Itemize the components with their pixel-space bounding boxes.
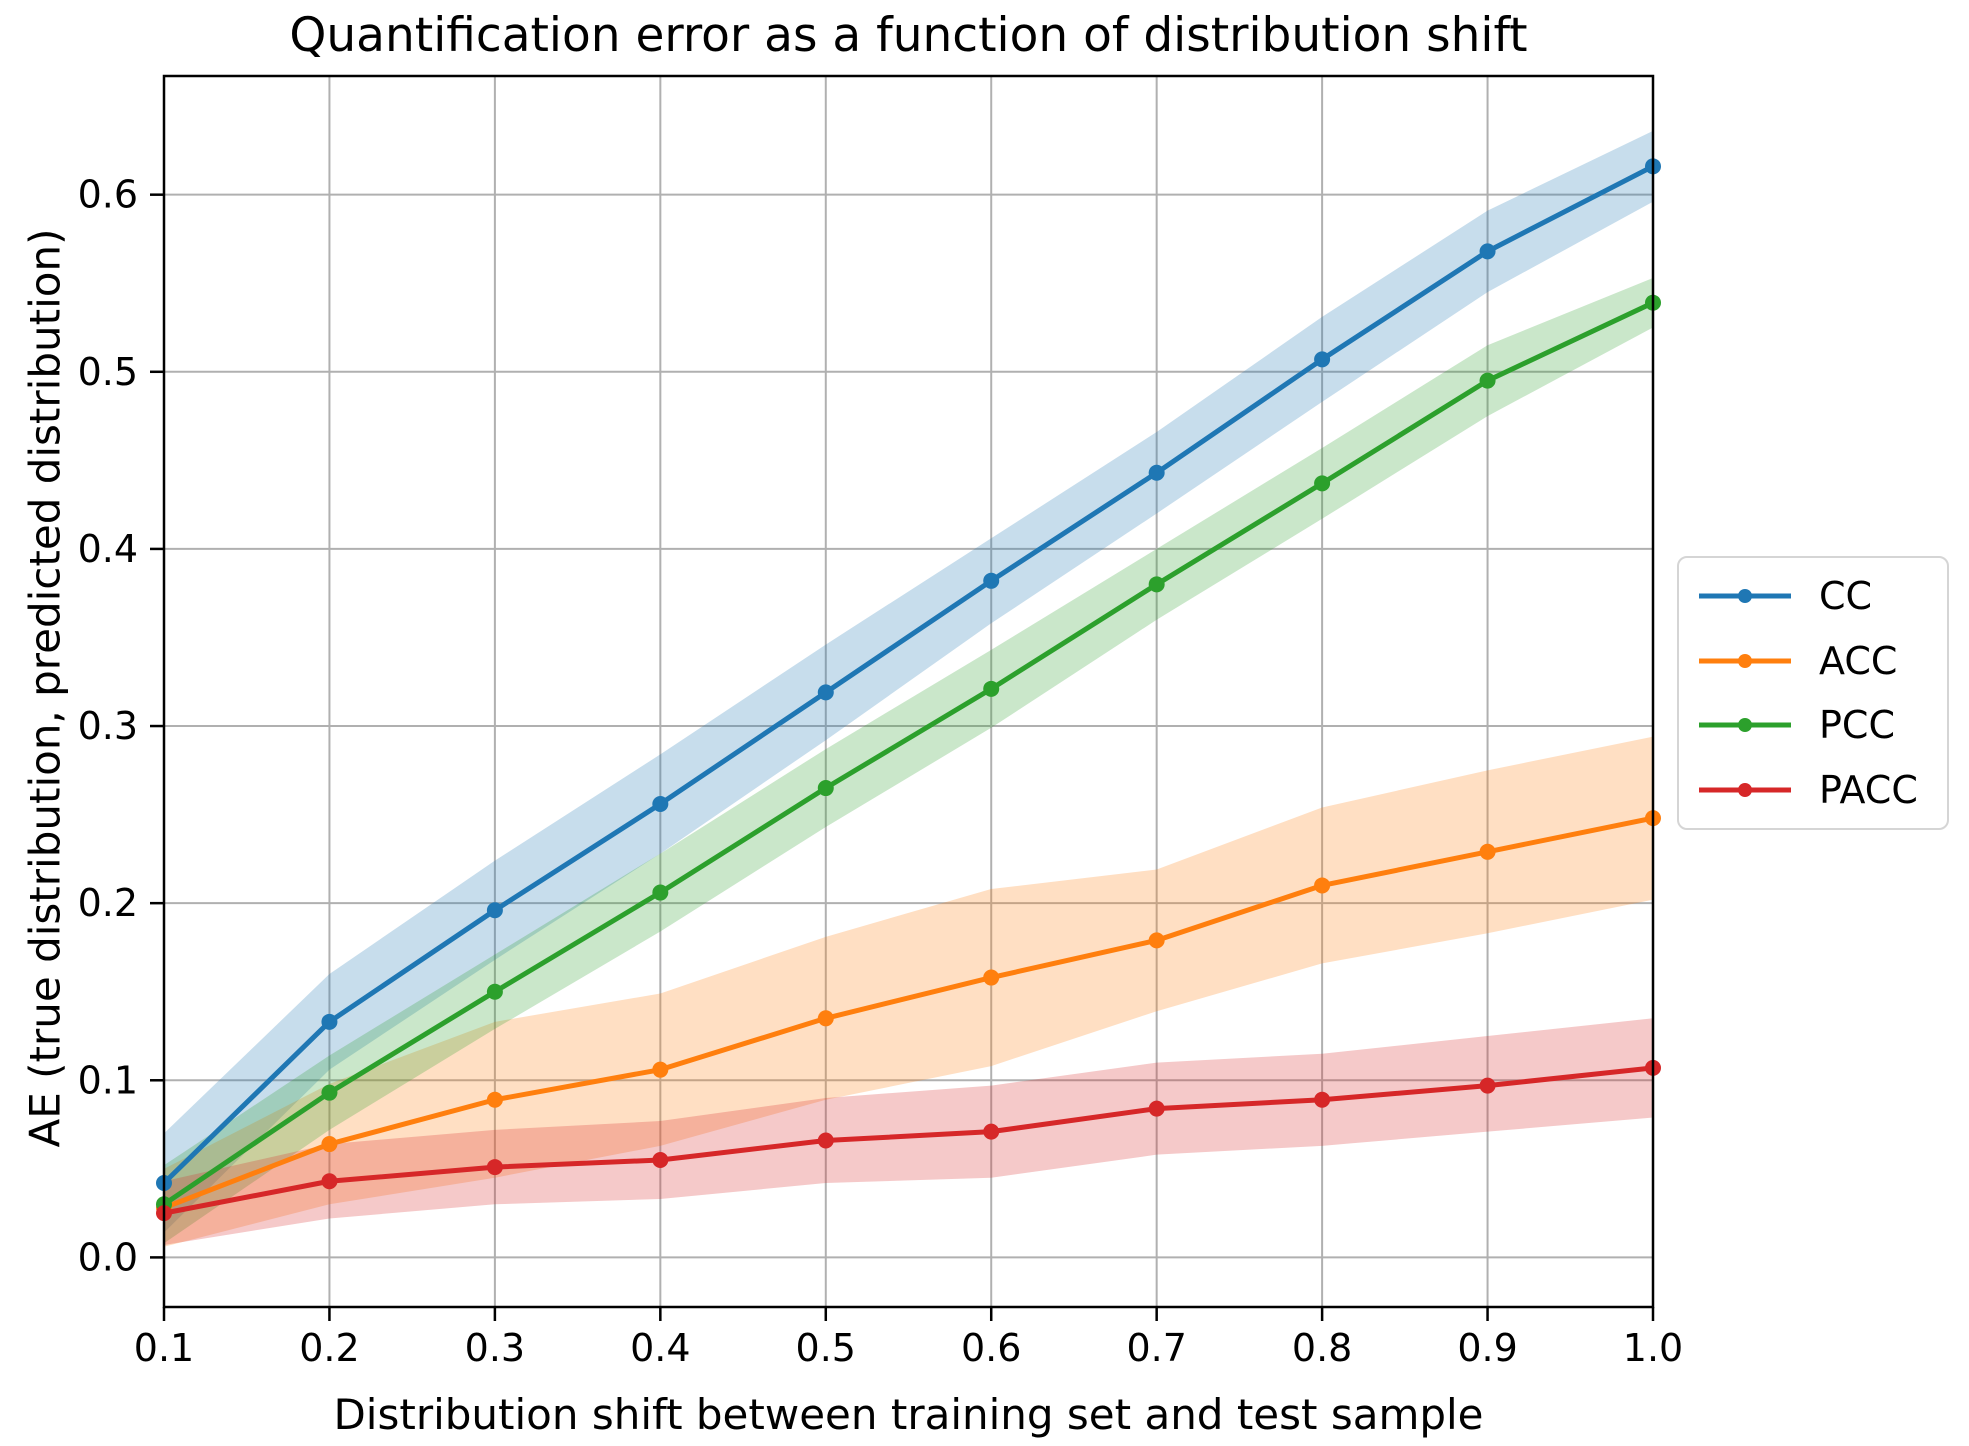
y-tick-label: 0.5 (78, 350, 138, 394)
series-marker-PACC (321, 1173, 338, 1190)
y-tick-label: 0.2 (78, 881, 138, 925)
legend-line-swatch (1699, 783, 1791, 798)
series-marker-PACC (486, 1159, 503, 1176)
y-tick-label: 0.0 (78, 1235, 138, 1279)
chart-title: Quantification error as a function of di… (289, 8, 1528, 63)
legend-marker (1738, 783, 1752, 798)
x-tick-label: 0.9 (1457, 1326, 1517, 1370)
series-marker-PCC (652, 884, 669, 901)
series-marker-CC (983, 572, 1000, 589)
y-axis-label: AE (true distribution, predicted distrib… (20, 228, 70, 1148)
series-line-PCC (162, 300, 1655, 1207)
legend-label: ACC (1819, 638, 1898, 683)
series-marker-PCC (486, 983, 503, 1000)
series-marker-PACC (983, 1123, 1000, 1140)
series-marker-PACC (1148, 1100, 1165, 1117)
series-marker-ACC (817, 1010, 834, 1027)
series-line-PACC (163, 1065, 1654, 1216)
series-line-ACC (163, 815, 1654, 1211)
series-marker-PCC (983, 680, 1000, 697)
series-marker-CC (652, 795, 669, 812)
series-marker-PACC (1479, 1077, 1496, 1094)
series-marker-CC (321, 1013, 338, 1030)
series-marker-CC (1479, 243, 1496, 260)
series-marker-PCC (1148, 576, 1165, 593)
series-marker-PCC (1479, 372, 1496, 389)
series-marker-ACC (321, 1136, 338, 1153)
x-tick-label: 1.0 (1623, 1326, 1683, 1370)
x-tick-label: 0.8 (1292, 1326, 1352, 1370)
series-marker-ACC (1314, 877, 1331, 894)
series-band-CC (164, 130, 1653, 1233)
series-marker-CC (817, 684, 834, 701)
y-tick-label: 0.6 (78, 173, 138, 217)
x-tick-label: 0.5 (796, 1326, 856, 1370)
legend-line-swatch (1699, 718, 1791, 733)
legend-label: PACC (1819, 768, 1918, 813)
x-tick-label: 0.1 (134, 1326, 194, 1370)
series-marker-ACC (983, 969, 1000, 986)
legend-entry-PACC: PACC (1697, 759, 1947, 821)
axes-spines (162, 74, 1655, 1309)
series-marker-ACC (1479, 843, 1496, 860)
series-marker-PACC (817, 1132, 834, 1149)
series-marker-ACC (1148, 932, 1165, 949)
legend-marker (1738, 588, 1752, 603)
y-tick-label: 0.3 (78, 704, 138, 748)
series-marker-CC (1314, 351, 1331, 368)
x-tick-label: 0.4 (630, 1326, 690, 1370)
series-marker-ACC (652, 1061, 669, 1078)
y-tick-label: 0.1 (78, 1058, 138, 1102)
legend-marker (1738, 653, 1752, 668)
series-marker-PCC (817, 780, 834, 797)
legend-entry-CC: CC (1697, 565, 1947, 627)
series-marker-PCC (321, 1084, 338, 1101)
x-axis-label: Distribution shift between training set … (333, 1390, 1484, 1439)
series-band-PCC (164, 277, 1653, 1244)
legend-line-swatch (1699, 588, 1791, 603)
legend: CC ACC PCC PACC (1677, 556, 1949, 830)
legend-label: PCC (1819, 703, 1895, 748)
y-tick-label: 0.4 (78, 527, 138, 571)
series-marker-PACC (1314, 1091, 1331, 1108)
legend-entry-ACC: ACC (1697, 630, 1947, 692)
series-marker-PACC (652, 1151, 669, 1168)
series-line-CC (162, 164, 1655, 1185)
legend-entry-PCC: PCC (1697, 694, 1947, 756)
series-marker-PCC (1314, 475, 1331, 492)
x-tick-label: 0.6 (961, 1326, 1021, 1370)
legend-marker (1738, 718, 1752, 733)
series-marker-CC (1148, 464, 1165, 481)
series-band-ACC (164, 736, 1653, 1247)
legend-line-swatch (1699, 653, 1791, 668)
series-marker-CC (486, 902, 503, 919)
series-band-PACC (164, 1018, 1653, 1246)
x-tick-label: 0.2 (299, 1326, 359, 1370)
x-tick-label: 0.3 (465, 1326, 525, 1370)
legend-label: CC (1819, 573, 1873, 618)
x-tick-label: 0.7 (1126, 1326, 1186, 1370)
series-marker-ACC (486, 1091, 503, 1108)
